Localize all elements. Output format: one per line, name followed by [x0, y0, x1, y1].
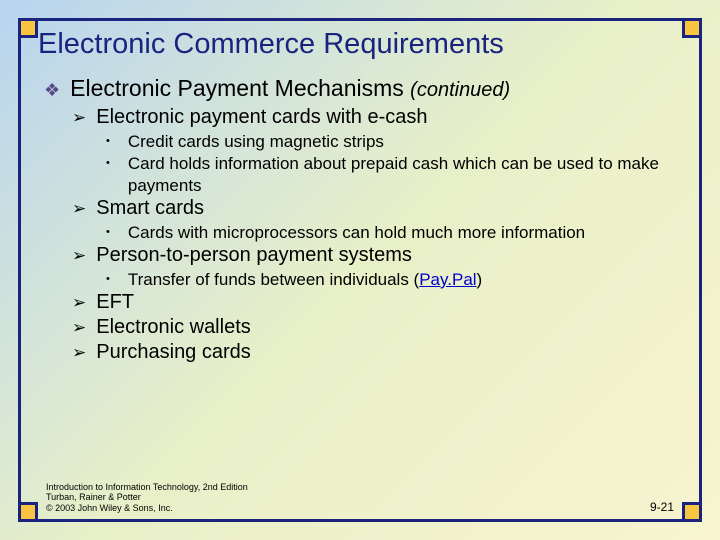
page-number: 9-21: [650, 500, 674, 514]
level2-item: ➢ Person-to-person payment systems: [72, 244, 682, 267]
level1-main: Electronic Payment Mechanisms: [70, 75, 410, 101]
corner-decoration: [682, 18, 702, 38]
footer-line: Turban, Rainer & Potter: [46, 492, 248, 503]
slide-title: Electronic Commerce Requirements: [38, 28, 682, 61]
footer-line: Introduction to Information Technology, …: [46, 482, 248, 493]
level2-item: ➢ Smart cards: [72, 197, 682, 220]
level2-text: Purchasing cards: [96, 341, 251, 364]
paypal-link[interactable]: Pay.Pal: [419, 270, 476, 289]
corner-decoration: [18, 18, 38, 38]
arrow-bullet-icon: ➢: [72, 293, 86, 313]
level2-text: EFT: [96, 291, 134, 314]
dot-bullet-icon: •: [106, 226, 110, 238]
arrow-bullet-icon: ➢: [72, 343, 86, 363]
level3-pre: Transfer of funds between individuals (: [128, 270, 419, 289]
level3-item: • Cards with microprocessors can hold mu…: [106, 222, 682, 243]
level3-item: • Transfer of funds between individuals …: [106, 269, 682, 290]
arrow-bullet-icon: ➢: [72, 318, 86, 338]
corner-decoration: [18, 502, 38, 522]
slide-content: Electronic Commerce Requirements ❖ Elect…: [38, 28, 682, 480]
arrow-bullet-icon: ➢: [72, 246, 86, 266]
level1-text: Electronic Payment Mechanisms (continued…: [70, 75, 510, 102]
level3-item: • Credit cards using magnetic strips: [106, 131, 682, 152]
corner-decoration: [682, 502, 702, 522]
level2-text: Electronic wallets: [96, 316, 251, 339]
level2-text: Smart cards: [96, 197, 204, 220]
dot-bullet-icon: •: [106, 135, 110, 147]
footer-citation: Introduction to Information Technology, …: [46, 482, 248, 514]
slide-footer: Introduction to Information Technology, …: [46, 482, 674, 514]
arrow-bullet-icon: ➢: [72, 199, 86, 219]
level3-item: • Card holds information about prepaid c…: [106, 153, 682, 196]
level2-item: ➢ Purchasing cards: [72, 341, 682, 364]
dot-bullet-icon: •: [106, 273, 110, 285]
level3-text: Transfer of funds between individuals (P…: [128, 269, 482, 290]
footer-line: © 2003 John Wiley & Sons, Inc.: [46, 503, 248, 514]
level3-text: Card holds information about prepaid cas…: [128, 153, 682, 196]
level3-post: ): [477, 270, 483, 289]
level3-text: Credit cards using magnetic strips: [128, 131, 384, 152]
level1-item: ❖ Electronic Payment Mechanisms (continu…: [44, 75, 682, 102]
level3-text: Cards with microprocessors can hold much…: [128, 222, 585, 243]
level2-item: ➢ Electronic wallets: [72, 316, 682, 339]
level2-text: Electronic payment cards with e-cash: [96, 106, 427, 129]
dot-bullet-icon: •: [106, 157, 110, 169]
level2-text: Person-to-person payment systems: [96, 244, 412, 267]
level2-item: ➢ EFT: [72, 291, 682, 314]
diamond-bullet-icon: ❖: [44, 80, 60, 101]
arrow-bullet-icon: ➢: [72, 108, 86, 128]
level1-continued: (continued): [410, 79, 510, 101]
level2-item: ➢ Electronic payment cards with e-cash: [72, 106, 682, 129]
